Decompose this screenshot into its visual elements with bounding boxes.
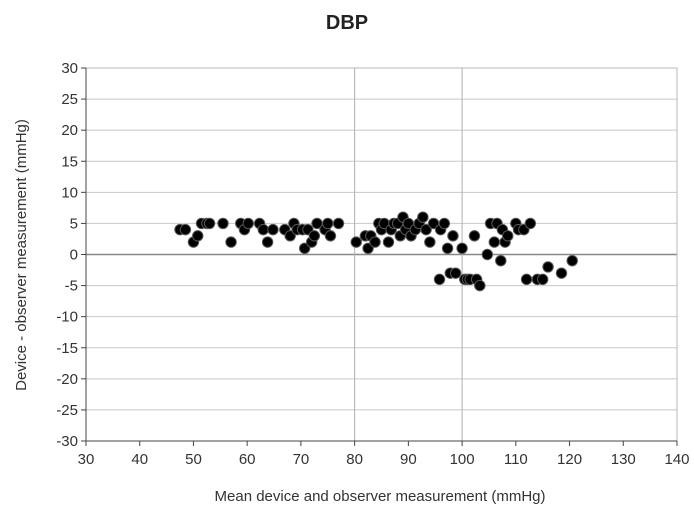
data-point (257, 223, 269, 236)
grid-layer (86, 67, 677, 442)
x-tick-label: 50 (185, 451, 202, 468)
y-tick-label: -5 (65, 278, 78, 295)
data-point (417, 211, 429, 223)
data-points (174, 211, 578, 292)
x-tick-label: 70 (293, 451, 310, 468)
data-point (536, 273, 549, 286)
data-point (369, 236, 381, 248)
x-axis-title: Mean device and observer measurement (mm… (215, 488, 546, 505)
data-point (495, 255, 507, 267)
data-point (520, 273, 533, 286)
data-point (242, 217, 254, 230)
y-tick-label: 15 (61, 153, 78, 170)
data-point (267, 223, 279, 236)
x-tick-label: 60 (239, 451, 256, 468)
data-point (324, 230, 337, 242)
data-point (447, 230, 459, 242)
x-tick-label: 130 (611, 451, 636, 468)
data-point (424, 236, 436, 248)
data-point (322, 217, 334, 230)
x-tick-label: 80 (346, 451, 363, 468)
y-tick-label: -20 (56, 371, 78, 388)
y-tick-label: 0 (70, 247, 78, 264)
data-point (481, 248, 494, 261)
data-point (474, 279, 486, 292)
y-tick-label: -25 (56, 402, 78, 419)
y-tick-label: 20 (61, 122, 78, 139)
y-tick-label: -10 (56, 309, 78, 326)
data-point (449, 267, 462, 279)
x-tick-label: 40 (131, 451, 148, 468)
data-point (203, 217, 216, 230)
y-tick-label: 25 (61, 91, 78, 108)
x-tick-label: 110 (504, 451, 528, 468)
data-point (456, 242, 468, 254)
y-axis-title: Device - observer measurement (mmHg) (13, 119, 30, 391)
data-point (332, 217, 345, 230)
x-tick-label: 120 (557, 451, 582, 468)
data-point (468, 230, 481, 242)
data-point (308, 230, 321, 242)
data-point (179, 223, 192, 236)
x-tick-label: 140 (664, 451, 689, 468)
data-point (217, 217, 229, 230)
data-point (382, 236, 395, 248)
data-point (350, 236, 362, 248)
y-tick-label: -15 (56, 340, 78, 357)
data-point (542, 261, 554, 273)
data-point (192, 230, 204, 242)
x-tick-label: 30 (78, 451, 95, 468)
y-tick-label: 30 (61, 60, 78, 77)
chart-title: DBP (325, 12, 369, 34)
y-tick-label: 10 (61, 184, 78, 201)
data-point (488, 236, 501, 248)
x-tick-label: 90 (400, 451, 417, 468)
data-point (566, 255, 578, 267)
x-tick-label: 100 (450, 451, 475, 468)
data-point (225, 236, 237, 248)
data-point (524, 217, 537, 230)
data-point (433, 273, 446, 286)
data-point (502, 230, 514, 242)
data-point (261, 236, 274, 248)
y-tick-label: -30 (56, 433, 78, 450)
y-tick-label: 5 (70, 215, 78, 232)
data-point (441, 242, 454, 254)
data-point (420, 223, 432, 236)
axis-layer (81, 67, 678, 446)
data-point (555, 267, 568, 279)
data-point (438, 217, 451, 230)
